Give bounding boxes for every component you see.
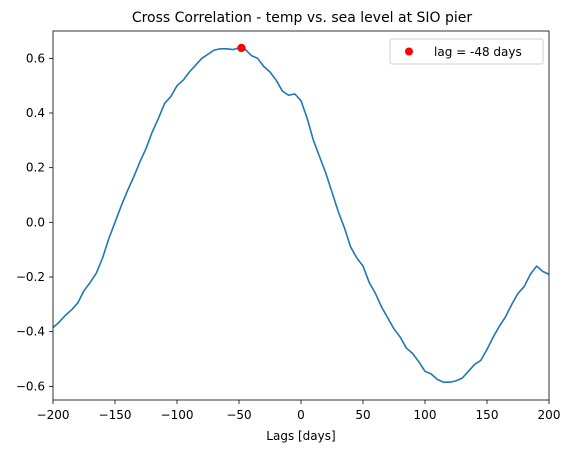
series-line-0 <box>52 47 550 384</box>
y-tick-label: 0.6 <box>26 51 45 65</box>
x-tick-label: 0 <box>297 408 305 422</box>
x-tick-label: 200 <box>538 408 561 422</box>
x-tick-label: −150 <box>99 408 132 422</box>
plot-area <box>53 31 549 400</box>
legend: lag = -48 days <box>389 38 544 65</box>
x-axis-label: Lags [days] <box>266 429 335 443</box>
y-tick-label: −0.4 <box>16 325 45 339</box>
chart-title: Cross Correlation - temp vs. sea level a… <box>132 10 473 26</box>
x-tick-label: 100 <box>414 408 437 422</box>
y-tick-label: 0.4 <box>26 106 45 120</box>
y-tick-label: −0.6 <box>16 379 45 393</box>
y-tick-label: 0.0 <box>26 215 45 229</box>
plot-frame <box>52 30 550 401</box>
x-tick-label: −200 <box>37 408 70 422</box>
x-tick-label: −50 <box>226 408 251 422</box>
y-tick-label: −0.2 <box>16 270 45 284</box>
x-tick-label: 150 <box>476 408 499 422</box>
x-tick-label: −100 <box>161 408 194 422</box>
legend-marker <box>405 47 413 56</box>
legend-box <box>389 38 544 65</box>
y-tick-label: 0.2 <box>26 161 45 175</box>
x-tick-label: 50 <box>355 408 370 422</box>
legend-entry-label: lag = -48 days <box>434 45 522 59</box>
peak-lag-point <box>237 43 246 53</box>
